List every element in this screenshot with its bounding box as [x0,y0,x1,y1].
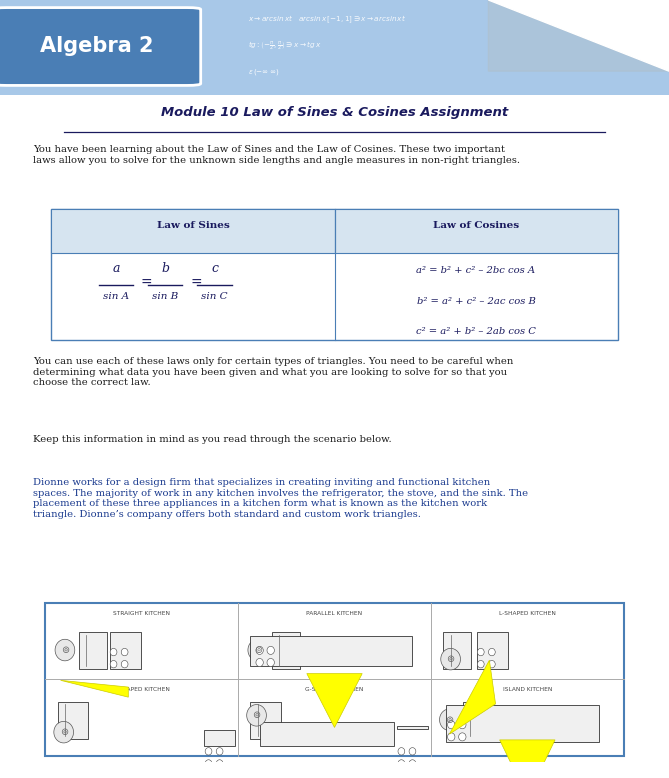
Text: ⊚: ⊚ [447,654,455,664]
Bar [272,632,300,669]
Text: Dionne works for a design firm that specializes in creating inviting and functio: Dionne works for a design firm that spec… [33,478,528,519]
Text: c² = a² + b² – 2ab cos C: c² = a² + b² – 2ab cos C [416,327,536,336]
Bar [250,636,413,666]
Text: Law of Cosines: Law of Cosines [433,222,519,230]
Text: ISLAND KITCHEN: ISLAND KITCHEN [502,688,552,692]
Circle shape [459,720,466,729]
Circle shape [110,661,117,668]
Polygon shape [61,770,201,778]
Circle shape [267,647,274,654]
Text: L-SHAPED KITCHEN: L-SHAPED KITCHEN [113,688,170,692]
Circle shape [248,640,268,661]
Text: $\varepsilon\,(-\infty\,\infty)$: $\varepsilon\,(-\infty\,\infty)$ [248,67,279,77]
Circle shape [398,760,405,767]
Bar [397,727,428,729]
Text: You have been learning about the Law of Sines and the Law of Cosines. These two : You have been learning about the Law of … [33,145,520,165]
Bar [52,209,617,341]
Bar [110,632,140,669]
Text: ⊚: ⊚ [446,715,454,724]
Text: You can use each of these laws only for certain types of triangles. You need to : You can use each of these laws only for … [33,357,513,387]
Polygon shape [450,661,496,734]
Circle shape [205,748,212,755]
Bar [463,702,490,738]
Circle shape [459,733,466,741]
Polygon shape [488,0,669,72]
Text: b: b [161,261,169,275]
Text: =: = [190,276,202,290]
Bar [52,209,334,253]
Polygon shape [488,0,669,72]
Circle shape [256,647,264,654]
Polygon shape [500,740,555,778]
Circle shape [488,661,495,668]
Text: c: c [211,261,218,275]
Text: sin C: sin C [201,292,227,301]
Circle shape [256,658,264,667]
Text: ⊚: ⊚ [61,645,69,655]
Circle shape [409,748,416,755]
Text: ⊚: ⊚ [254,645,262,655]
Polygon shape [61,680,128,697]
Text: $x \rightarrow arcsin\,xt \quad arcsin\,x\,[-1,1] \ni x \rightarrow arcsin\,xt$: $x \rightarrow arcsin\,xt \quad arcsin\,… [248,13,406,25]
Bar [260,722,394,745]
Text: a: a [112,261,120,275]
Text: =: = [141,276,153,290]
Text: Keep this information in mind as you read through the scenario below.: Keep this information in mind as you rea… [33,435,391,443]
Circle shape [216,748,223,755]
Polygon shape [254,770,394,778]
Circle shape [488,648,495,656]
Circle shape [478,661,484,668]
Bar [477,632,508,669]
Circle shape [110,648,117,656]
Circle shape [54,721,74,743]
Text: Algebra 2: Algebra 2 [40,36,154,55]
Circle shape [121,648,128,656]
Circle shape [247,705,266,726]
Text: L-SHAPED KITCHEN: L-SHAPED KITCHEN [499,611,556,616]
Bar [79,632,107,669]
Text: sin B: sin B [152,292,179,301]
Circle shape [55,640,75,661]
Text: b² = a² + c² – 2ac cos B: b² = a² + c² – 2ac cos B [417,296,535,306]
Text: $tg:\left(-\frac{\pi}{2},\frac{\pi}{2}\right) \ni x \rightarrow tg\,x$: $tg:\left(-\frac{\pi}{2},\frac{\pi}{2}\r… [248,39,321,52]
Circle shape [267,658,274,667]
Circle shape [478,648,484,656]
Circle shape [121,661,128,668]
Circle shape [205,760,212,767]
Text: Law of Sines: Law of Sines [157,222,229,230]
Bar [334,209,617,253]
Text: a² = b² + c² – 2bc cos A: a² = b² + c² – 2bc cos A [417,266,536,275]
Bar [444,632,471,669]
Text: G-SHAPED KITCHEN: G-SHAPED KITCHEN [305,688,364,692]
Text: STRAIGHT KITCHEN: STRAIGHT KITCHEN [113,611,170,616]
Text: PARALLEL KITCHEN: PARALLEL KITCHEN [306,611,363,616]
Text: ⊚: ⊚ [252,710,261,720]
Circle shape [448,720,455,729]
Text: sin A: sin A [103,292,129,301]
Bar [204,730,235,745]
Circle shape [441,648,460,670]
Bar [446,705,599,742]
Circle shape [409,760,416,767]
Polygon shape [307,674,362,727]
Bar [58,702,88,738]
Circle shape [398,748,405,755]
Text: ⊚: ⊚ [60,727,68,738]
FancyBboxPatch shape [0,8,201,86]
Text: Module 10 Law of Sines & Cosines Assignment: Module 10 Law of Sines & Cosines Assignm… [161,107,508,119]
Bar [45,603,624,755]
Circle shape [440,709,459,731]
Circle shape [216,760,223,767]
Circle shape [448,733,455,741]
Bar [250,702,281,738]
